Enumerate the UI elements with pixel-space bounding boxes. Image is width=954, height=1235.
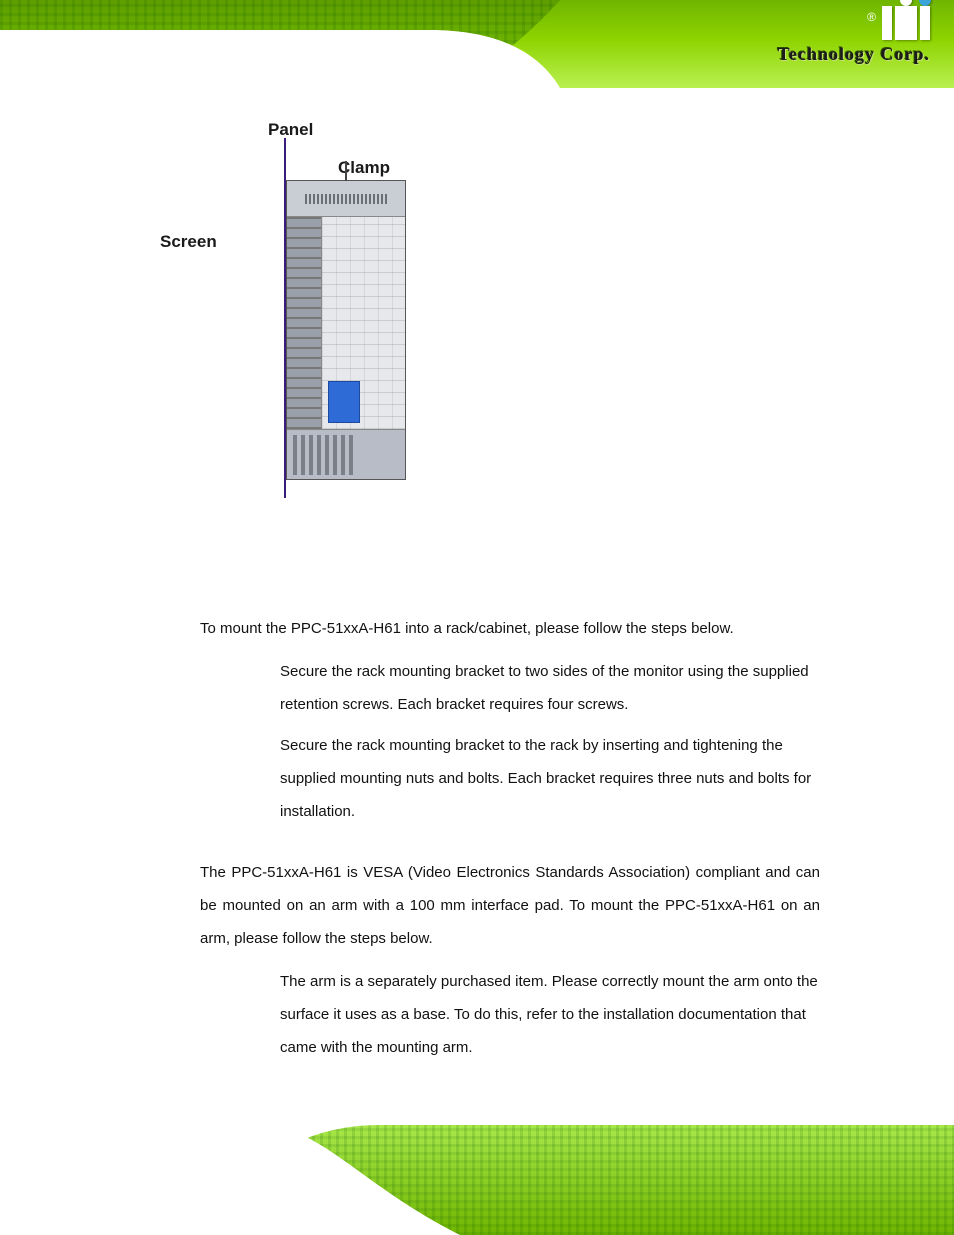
page-footer <box>0 1125 954 1235</box>
figure-device <box>286 180 406 480</box>
figure-device-board <box>321 217 405 429</box>
mounting-figure: Panel Clamp Screen <box>200 120 460 520</box>
iei-logomark <box>882 6 930 40</box>
brand-tagline: Technology Corp. <box>778 44 930 65</box>
figure-label-panel: Panel <box>268 120 313 140</box>
figure-device-mid <box>287 217 405 429</box>
page-header: ® Technology Corp. <box>0 0 954 88</box>
brand-logo: ® <box>867 6 930 40</box>
rack-step-1: Secure the rack mounting bracket to two … <box>280 651 820 721</box>
figure-clamp-leader <box>345 161 347 181</box>
figure-device-bottom <box>287 429 405 479</box>
arm-step-1: The arm is a separately purchased item. … <box>280 961 820 1064</box>
arm-intro: The PPC-51xxA-H61 is VESA (Video Electro… <box>200 856 820 955</box>
rack-intro: To mount the PPC-51xxA-H61 into a rack/c… <box>200 612 820 645</box>
body-copy: To mount the PPC-51xxA-H61 into a rack/c… <box>200 612 820 1068</box>
figure-device-rail <box>287 217 321 429</box>
rack-step-2: Secure the rack mounting bracket to the … <box>280 725 820 828</box>
figure-device-top <box>287 181 405 217</box>
figure-label-screen: Screen <box>160 232 217 252</box>
registered-mark: ® <box>867 10 876 24</box>
